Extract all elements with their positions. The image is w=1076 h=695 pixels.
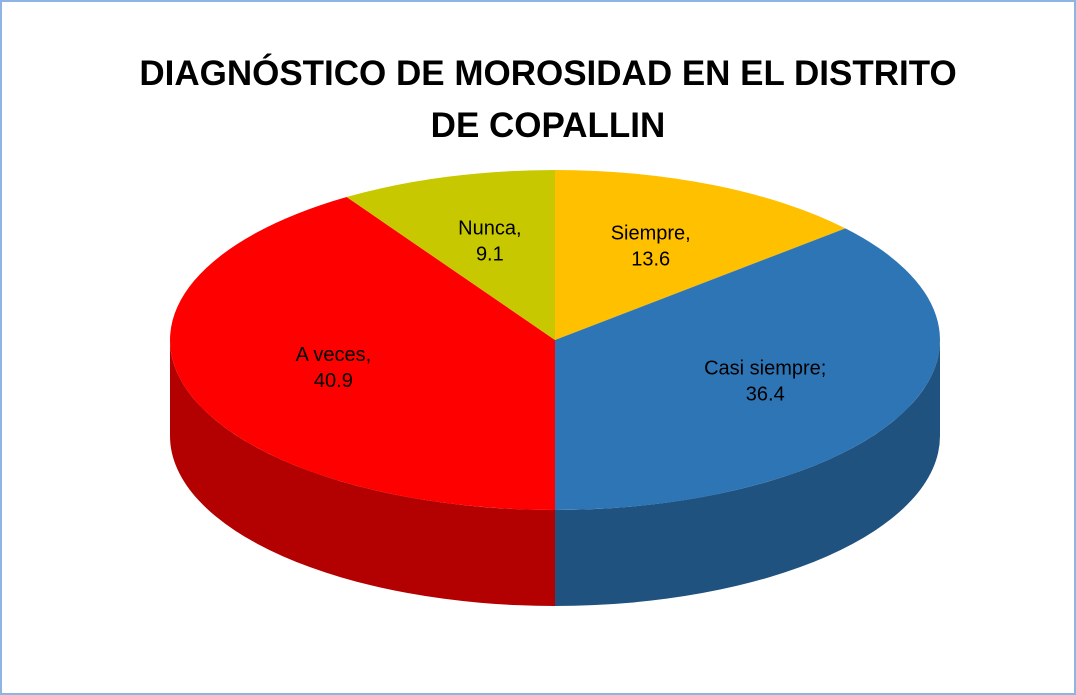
slice-value: 40.9 <box>314 370 353 392</box>
slice-label: Casi siempre; <box>704 358 826 380</box>
slice-label: A veces, <box>296 344 372 366</box>
slice-value: 9.1 <box>476 243 504 265</box>
pie-side <box>555 340 940 606</box>
pie-slice <box>169 197 555 510</box>
chart-title: DIAGNÓSTICO DE MOROSIDAD EN EL DISTRITO … <box>139 54 957 145</box>
slice-label: Nunca, <box>458 217 521 239</box>
title-box: DIAGNÓSTICO DE MOROSIDAD EN EL DISTRITO … <box>139 54 957 145</box>
slice-value: 36.4 <box>746 384 785 406</box>
pie-slice <box>555 170 846 340</box>
pie-side <box>170 340 555 606</box>
slice-label: Siempre, <box>611 222 691 244</box>
pie-slice <box>346 170 555 340</box>
slice-value: 13.6 <box>631 248 670 270</box>
pie-slice <box>555 228 941 510</box>
